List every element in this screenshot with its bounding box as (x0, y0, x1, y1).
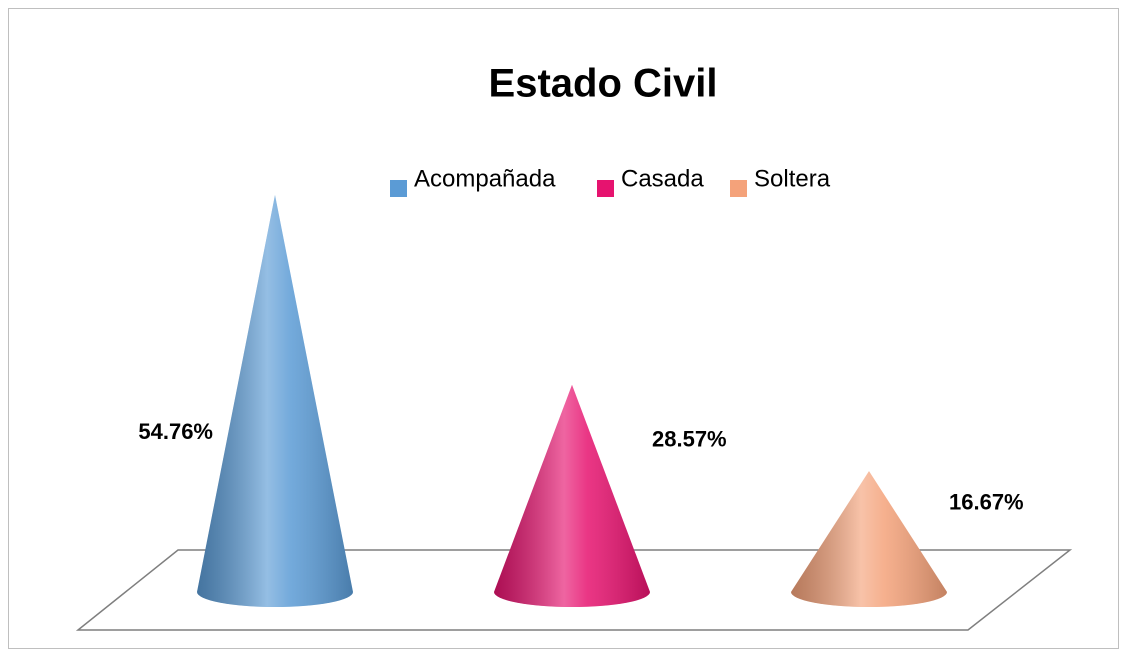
data-label: 28.57% (652, 427, 727, 452)
chart-title: Estado Civil (489, 62, 718, 106)
legend-label: Acompañada (414, 165, 556, 192)
data-label: 16.67% (949, 490, 1024, 515)
cone-shade (197, 195, 353, 607)
legend-swatch (597, 180, 614, 197)
legend-swatch (730, 180, 747, 197)
data-label: 54.76% (138, 419, 213, 444)
cone-shade (494, 384, 650, 607)
floor (75, 549, 1073, 631)
legend-label: Casada (621, 165, 704, 192)
legend-swatch (390, 180, 407, 197)
legend-label: Soltera (754, 165, 831, 192)
cone-shade (791, 471, 947, 607)
